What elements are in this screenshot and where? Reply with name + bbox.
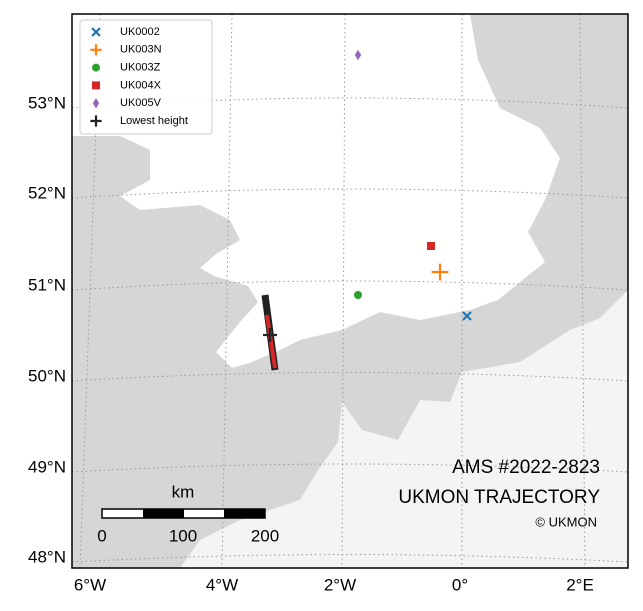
marker — [92, 63, 100, 72]
marker — [90, 44, 102, 56]
legend-label: Lowest height — [120, 115, 188, 127]
x-axis-label: 2°E — [566, 575, 594, 594]
map-frame — [71, 13, 629, 569]
marker — [354, 49, 362, 61]
legend-label: UK004X — [120, 79, 162, 91]
station-markers — [263, 49, 472, 342]
credit: © UKMON — [535, 514, 597, 529]
legend-label: UK003Z — [120, 62, 161, 74]
marker — [427, 242, 435, 250]
marker — [90, 115, 102, 127]
y-axis-label: 51°N — [28, 275, 66, 294]
y-axis-label: 52°N — [28, 183, 66, 202]
marker — [462, 311, 472, 321]
scale-bar: km 0 100 200 — [97, 482, 279, 545]
x-axis-label: 2°W — [324, 575, 356, 594]
marker — [354, 291, 362, 299]
legend — [79, 19, 213, 135]
legend-label: UK0002 — [120, 26, 160, 38]
legend-label: UK005V — [120, 97, 162, 109]
legend-label: UK003N — [120, 44, 162, 56]
scale-label: 200 — [251, 526, 279, 545]
marker — [431, 263, 449, 281]
marker — [263, 328, 277, 342]
france — [180, 290, 628, 568]
scale-label: 0 — [97, 526, 106, 545]
x-axis-label: 4°W — [206, 575, 238, 594]
y-axis-label: 53°N — [28, 93, 66, 112]
scale-unit: km — [172, 482, 195, 501]
legend-items: UK0002 UK003N UK003Z UK004X UK005V Lowest hei… — [90, 26, 188, 127]
basemap — [72, 14, 628, 568]
marker — [91, 27, 101, 37]
x-axis-label: 6°W — [74, 575, 106, 594]
subtitle: UKMON TRAJECTORY — [398, 487, 600, 508]
y-axis-label: 48°N — [28, 547, 66, 566]
x-axis-label: 0° — [452, 575, 468, 594]
scale-label: 100 — [169, 526, 197, 545]
axis-labels: 53°N 52°N 51°N 50°N 49°N 48°N 6°W 4°W 2°W 0° 2°E — [28, 93, 594, 594]
y-axis-label: 50°N — [28, 366, 66, 385]
title: AMS #2022-2823 — [452, 457, 600, 478]
marker — [92, 98, 100, 109]
y-axis-label: 49°N — [28, 457, 66, 476]
marker — [92, 81, 100, 90]
